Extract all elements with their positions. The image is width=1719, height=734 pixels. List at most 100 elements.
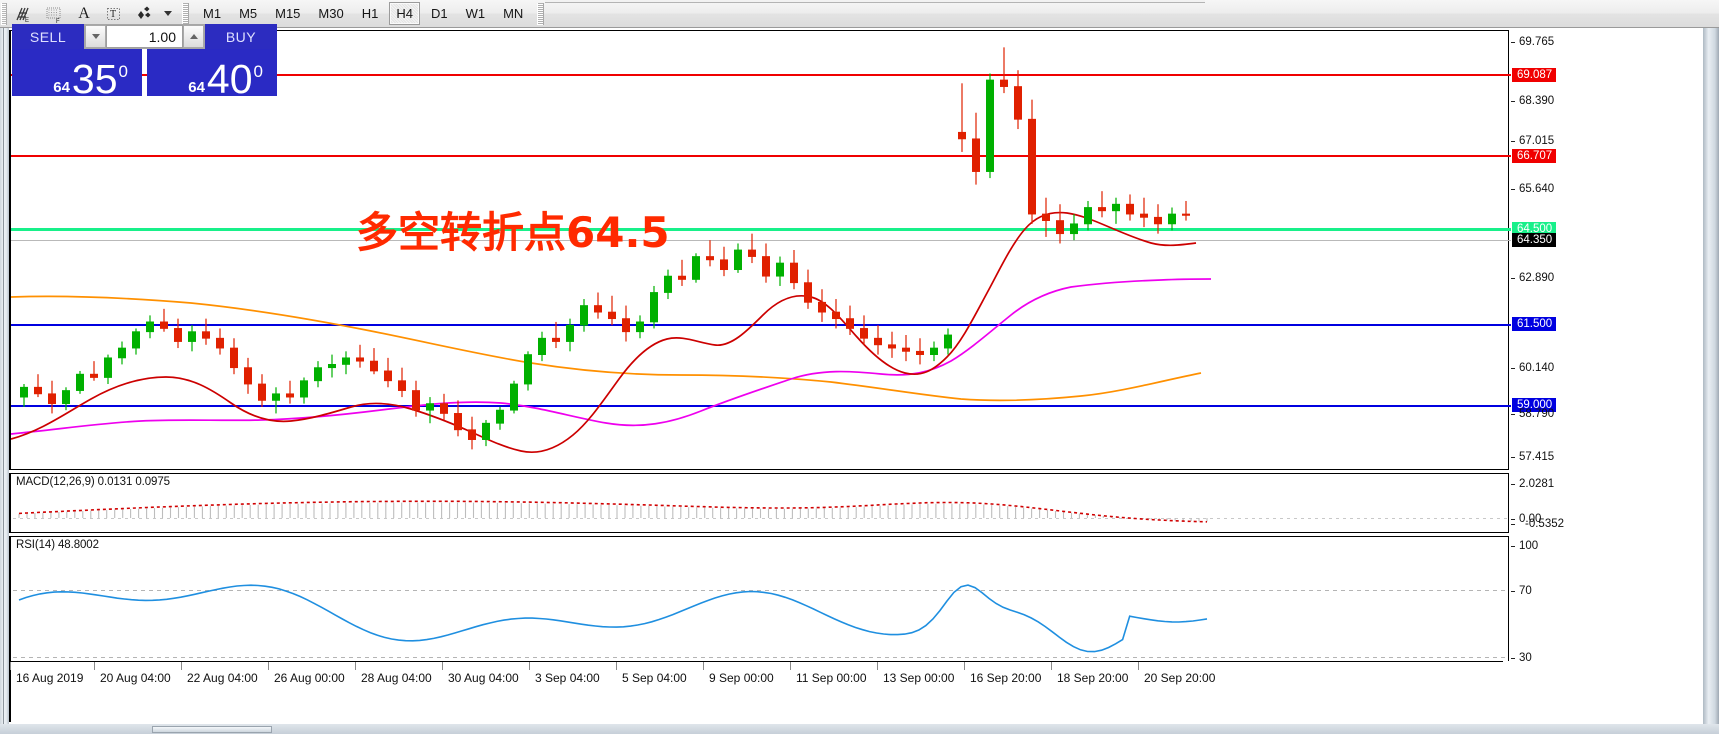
ma-slow-line (11, 295, 1202, 402)
timeframe-w1[interactable]: W1 (465, 6, 486, 21)
timeframe-mn[interactable]: MN (503, 6, 524, 21)
time-axis-tick (355, 662, 356, 670)
time-axis-tick (790, 662, 791, 670)
macd-series (18, 500, 1208, 523)
time-axis-label: 5 Sep 04:00 (622, 671, 687, 685)
one-click-trading-panel[interactable]: SELL 1.00 BUY 64 35 0 (12, 24, 277, 96)
ma-medium-line (11, 278, 1212, 435)
sell-price-integer: 64 (53, 79, 70, 96)
objects-icon[interactable] (129, 2, 159, 26)
time-axis-tick (442, 662, 443, 670)
macd-zero-line (13, 518, 1509, 519)
price-tick-65640: 65.640 (1511, 183, 1554, 195)
timeframe-d1[interactable]: D1 (430, 6, 448, 21)
rsi-level-30 (13, 657, 1509, 658)
toolbar-separator (182, 2, 189, 25)
time-axis-line (11, 661, 1503, 662)
time-axis-tick (703, 662, 704, 670)
level-line-66707[interactable] (11, 155, 1511, 157)
macd-pane[interactable]: MACD(12,26,9) 0.0131 0.0975 (9, 473, 1509, 533)
timeframe-h1[interactable]: H1 (361, 6, 379, 21)
level-line-61500[interactable] (11, 324, 1511, 326)
time-axis-label: 16 Aug 2019 (16, 671, 84, 685)
timeframe-m30[interactable]: M30 (318, 6, 344, 21)
time-axis-tick (616, 662, 617, 670)
rsi-series (18, 584, 1208, 653)
timeframe-m5[interactable]: M5 (239, 6, 258, 21)
volume-field-wrapper[interactable]: 1.00 (84, 24, 205, 49)
level-line-64500[interactable] (11, 228, 1511, 231)
time-axis-label: 26 Aug 00:00 (274, 671, 345, 685)
level-line-59000[interactable] (11, 405, 1511, 407)
chart-area[interactable]: UKOil-,H4 64.460 64.490 64.340 64.350 (9, 30, 1703, 722)
horizontal-scrollbar[interactable] (0, 724, 1719, 734)
window-left-edge (0, 28, 9, 734)
indicators-icon[interactable]: E (9, 2, 39, 26)
time-axis-tick (94, 662, 95, 670)
time-axis[interactable]: 16 Aug 2019 20 Aug 04:00 22 Aug 04:00 26 Au… (9, 661, 1703, 722)
sell-button[interactable]: SELL (12, 24, 84, 49)
volume-decrement-button[interactable] (85, 25, 106, 48)
sell-price-main: 35 (71, 56, 118, 97)
price-tick-68390: 68.390 (1511, 95, 1554, 107)
price-pane[interactable]: UKOil-,H4 64.460 64.490 64.340 64.350 (9, 30, 1511, 470)
macd-tick-min: -0.5352 (1511, 518, 1564, 530)
trade-panel-top-row: SELL 1.00 BUY (12, 24, 277, 49)
time-axis-label: 9 Sep 00:00 (709, 671, 774, 685)
price-badge-59000[interactable]: 59.000 (1512, 398, 1557, 412)
current-price-line (11, 240, 1511, 241)
macd-tick-zero: 0.00 (1511, 513, 1541, 525)
sell-price-display[interactable]: 64 35 0 (12, 49, 142, 96)
time-axis-label: 13 Sep 00:00 (883, 671, 955, 685)
objects-dropdown-arrow[interactable] (159, 2, 177, 26)
rsi-tick-70: 70 (1511, 585, 1532, 597)
main-toolbar: E F A T (0, 0, 1719, 28)
toolbar-notch (545, 0, 1205, 3)
level-line-69087[interactable] (11, 74, 1511, 76)
chevron-down-icon (91, 34, 100, 39)
text-label-icon[interactable]: A (78, 4, 90, 22)
price-badge-current[interactable]: 64.350 (1512, 233, 1557, 247)
price-badge-64500[interactable]: 64.500 (1512, 222, 1557, 236)
price-tick-58790: 58.790 (1511, 408, 1554, 420)
buy-price-display[interactable]: 64 40 0 (147, 49, 277, 96)
macd-scale[interactable]: 2.0281 0.00 -0.5352 (1511, 473, 1701, 533)
time-axis-label: 11 Sep 00:00 (796, 671, 867, 685)
rsi-tick-100: 100 (1511, 540, 1538, 552)
price-badge-61500[interactable]: 61.500 (1512, 317, 1557, 331)
sell-price-fraction: 0 (118, 62, 128, 81)
time-axis-label: 3 Sep 04:00 (535, 671, 600, 685)
chart-annotation-text[interactable]: 多空转折点64.5 (356, 208, 670, 257)
buy-price-main: 40 (206, 56, 253, 97)
candlestick-series (11, 47, 1212, 454)
price-tick-62890: 62.890 (1511, 272, 1554, 284)
timeframe-m1[interactable]: M1 (203, 6, 222, 21)
price-badge-66707[interactable]: 66.707 (1512, 149, 1557, 163)
buy-button[interactable]: BUY (205, 24, 277, 49)
timeframe-h4[interactable]: H4 (389, 2, 420, 25)
time-axis-tick (529, 662, 530, 670)
price-badge-69087[interactable]: 69.087 (1512, 68, 1557, 82)
crosshair-grid-icon[interactable]: F (39, 2, 69, 26)
time-axis-tick (1138, 662, 1139, 670)
volume-increment-button[interactable] (183, 25, 204, 48)
time-axis-tick (268, 662, 269, 670)
volume-input[interactable]: 1.00 (106, 25, 183, 48)
price-tick-57415: 57.415 (1511, 451, 1554, 463)
time-axis-label: 20 Sep 20:00 (1144, 671, 1216, 685)
time-axis-label: 22 Aug 04:00 (187, 671, 258, 685)
price-tick-69765: 69.765 (1511, 36, 1554, 48)
buy-price-integer: 64 (188, 79, 205, 96)
timeframe-m15[interactable]: M15 (275, 6, 301, 21)
chevron-up-icon (189, 34, 198, 39)
time-axis-tick (877, 662, 878, 670)
time-axis-label: 16 Sep 20:00 (970, 671, 1042, 685)
svg-text:T: T (110, 9, 116, 20)
time-axis-label: 20 Aug 04:00 (100, 671, 171, 685)
macd-tick-max: 2.0281 (1511, 478, 1554, 490)
toolbar-grip[interactable] (1, 2, 7, 25)
text-box-icon[interactable]: T (99, 2, 129, 26)
price-scale[interactable]: 69.765 69.087 68.390 67.015 66.707 65.64… (1511, 30, 1701, 470)
scrollbar-thumb[interactable] (152, 726, 272, 733)
